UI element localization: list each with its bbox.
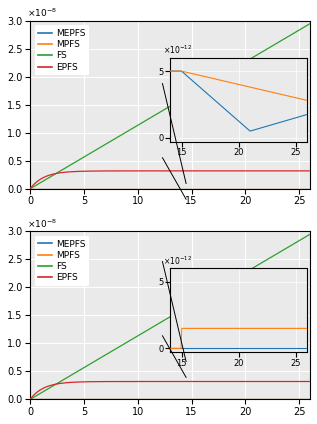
Legend: MEPFS, MPFS, FS, EPFS: MEPFS, MPFS, FS, EPFS <box>35 25 89 75</box>
Text: $\times 10^{-8}$: $\times 10^{-8}$ <box>27 218 57 230</box>
Text: $\times 10^{-8}$: $\times 10^{-8}$ <box>27 7 57 19</box>
Legend: MEPFS, MPFS, FS, EPFS: MEPFS, MPFS, FS, EPFS <box>35 236 89 286</box>
